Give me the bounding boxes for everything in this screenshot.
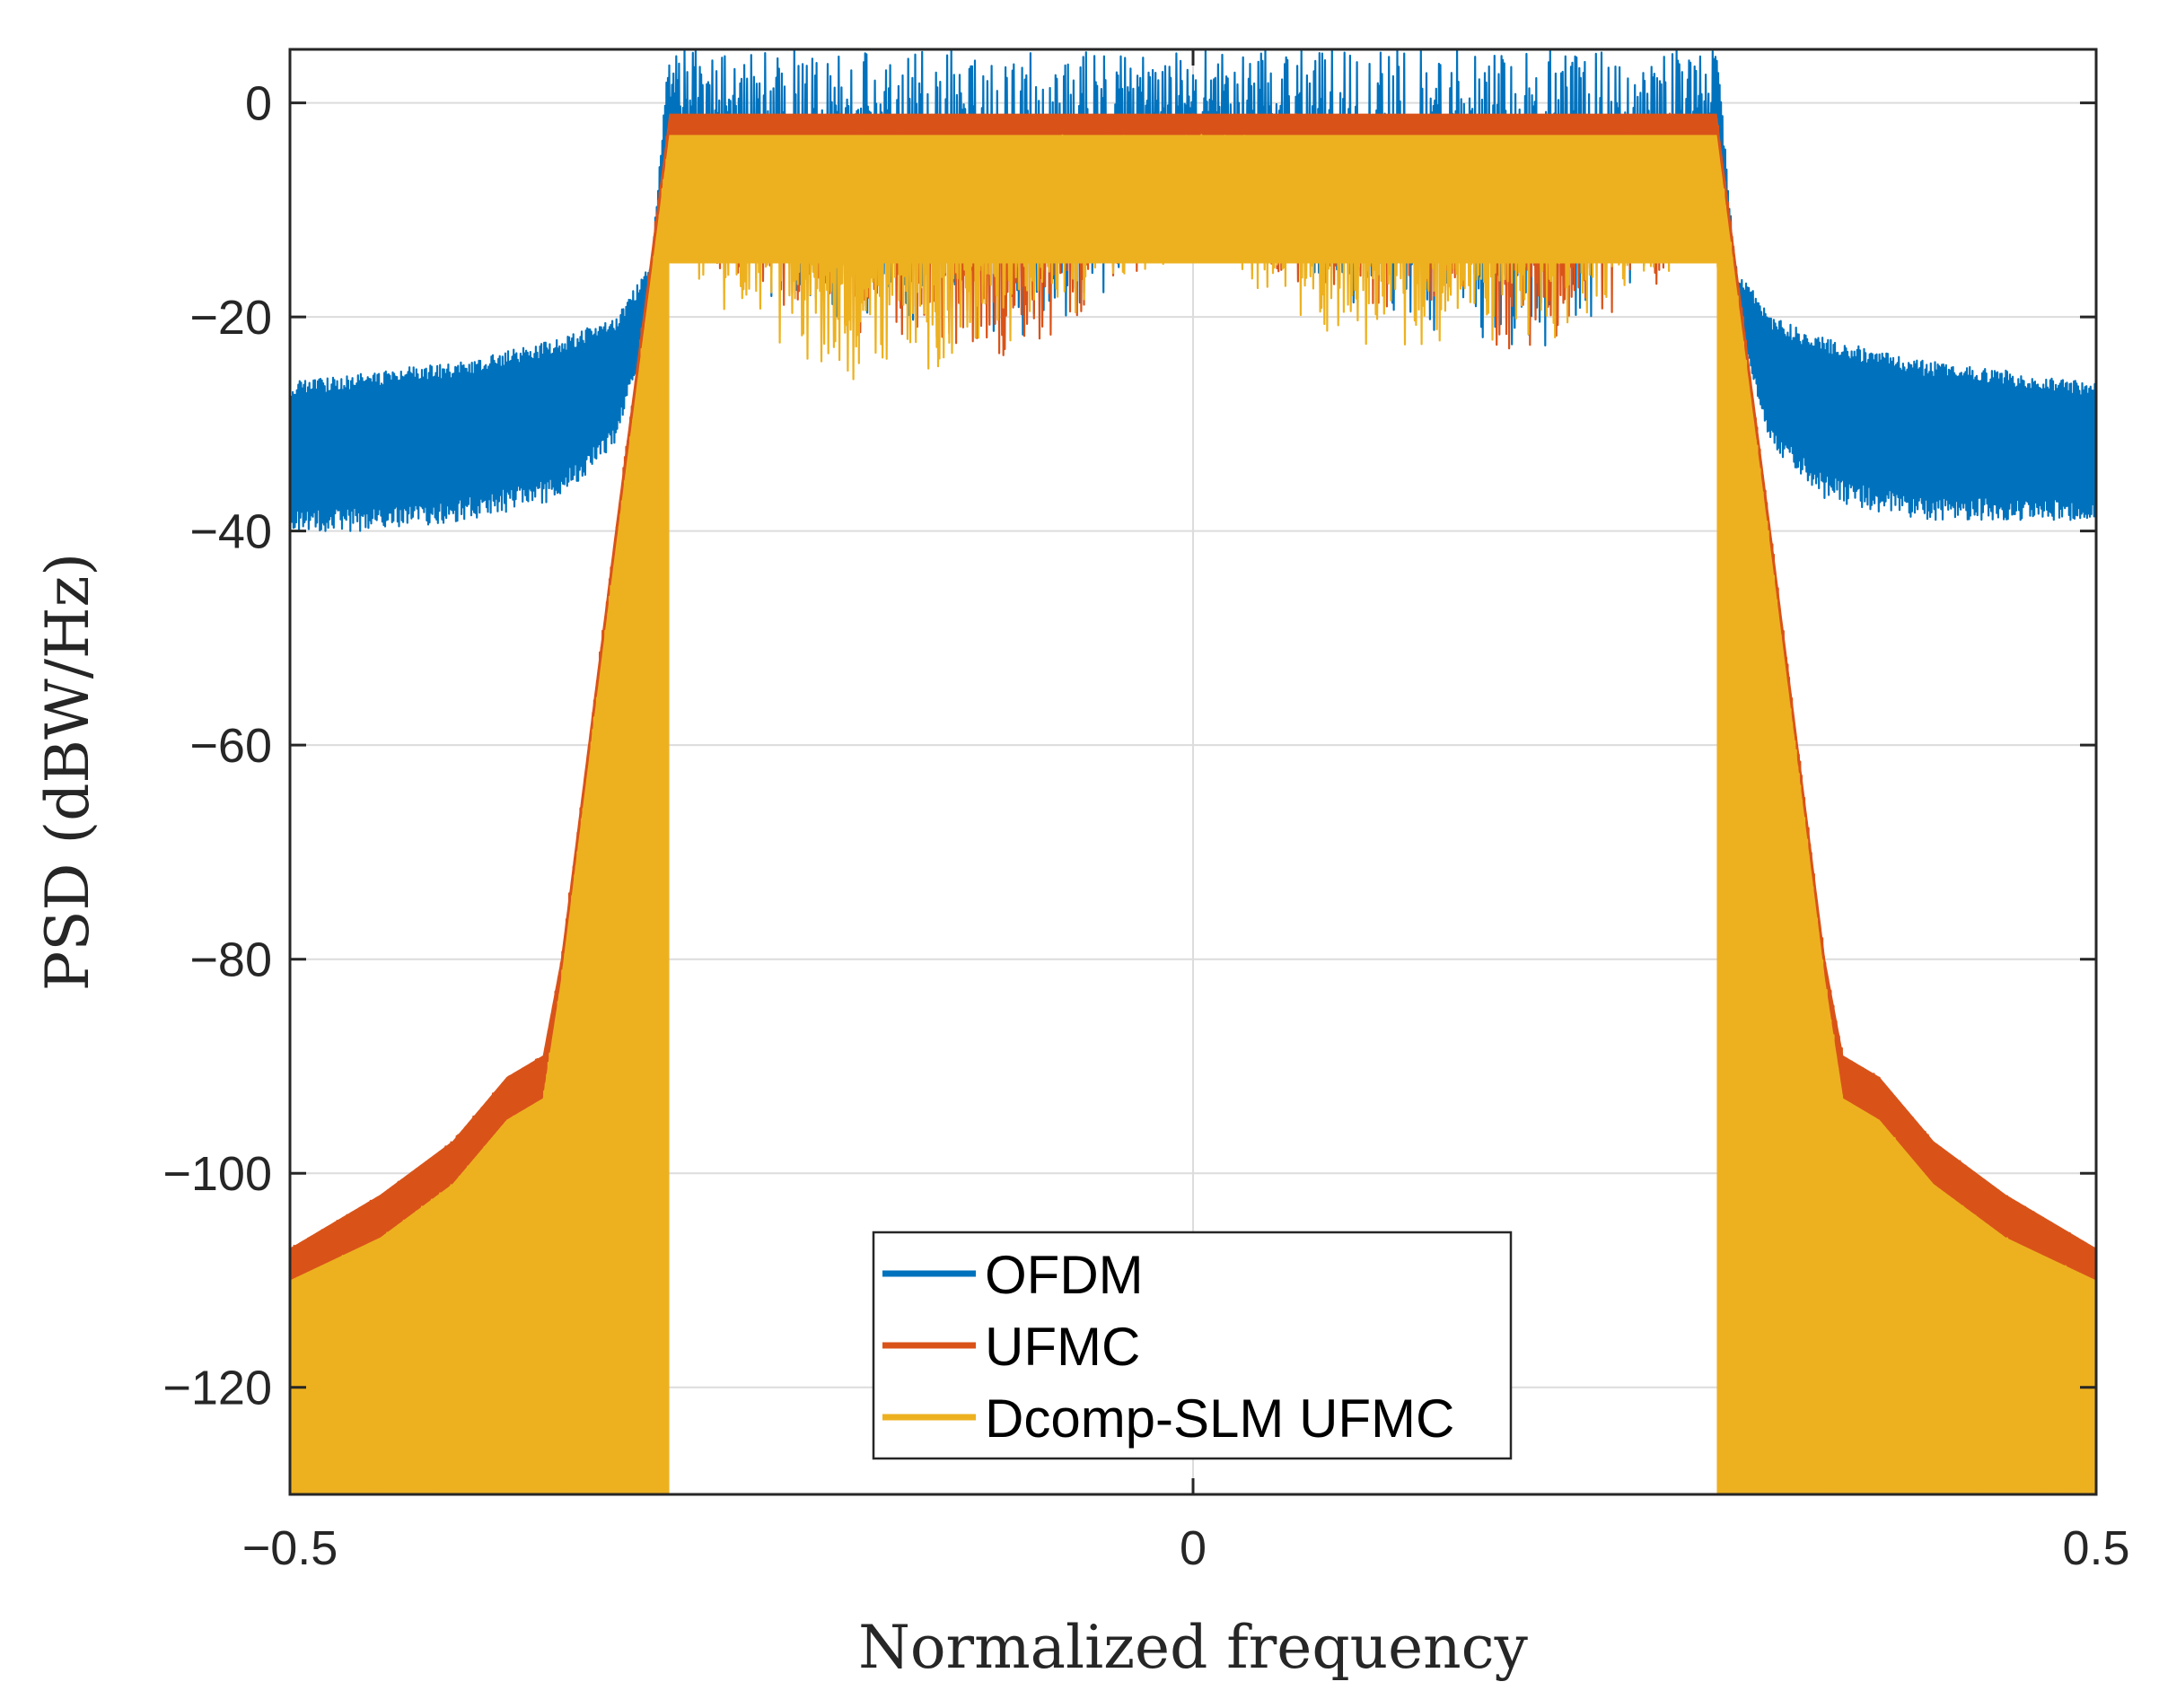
series-line-ofdm bbox=[290, 49, 2096, 532]
series-layer bbox=[290, 49, 2096, 1494]
series-line-dcomp-slm-ufmc bbox=[290, 134, 2096, 1494]
x-tick-label: −0.5 bbox=[242, 1521, 338, 1575]
y-tick-label: 0 bbox=[245, 77, 272, 131]
x-tick-label: 0 bbox=[1180, 1521, 1207, 1575]
y-axis-title: PSD (dBW/Hz) bbox=[33, 553, 102, 991]
legend-label-dcomp-slm-ufmc: Dcomp-SLM UFMC bbox=[985, 1388, 1454, 1449]
x-tick-label: 0.5 bbox=[2062, 1521, 2129, 1575]
y-tick-label: −40 bbox=[189, 505, 272, 559]
y-tick-label: −100 bbox=[162, 1147, 272, 1201]
y-tick-label: −60 bbox=[189, 719, 272, 773]
legend-label-ufmc: UFMC bbox=[985, 1317, 1140, 1377]
x-axis-title: Normalized frequency bbox=[858, 1613, 1529, 1682]
y-tick-label: −120 bbox=[162, 1362, 272, 1415]
legend: OFDM UFMC Dcomp-SLM UFMC bbox=[872, 1231, 1513, 1460]
tick-layer: 0 −20 −40 −60 −80 −100 −120 −0.5 0 0.5 bbox=[162, 49, 2130, 1575]
y-tick-label: −20 bbox=[189, 291, 272, 345]
legend-label-ofdm: OFDM bbox=[985, 1245, 1144, 1305]
legend-box bbox=[872, 1231, 1513, 1460]
y-tick-label: −80 bbox=[189, 933, 272, 987]
